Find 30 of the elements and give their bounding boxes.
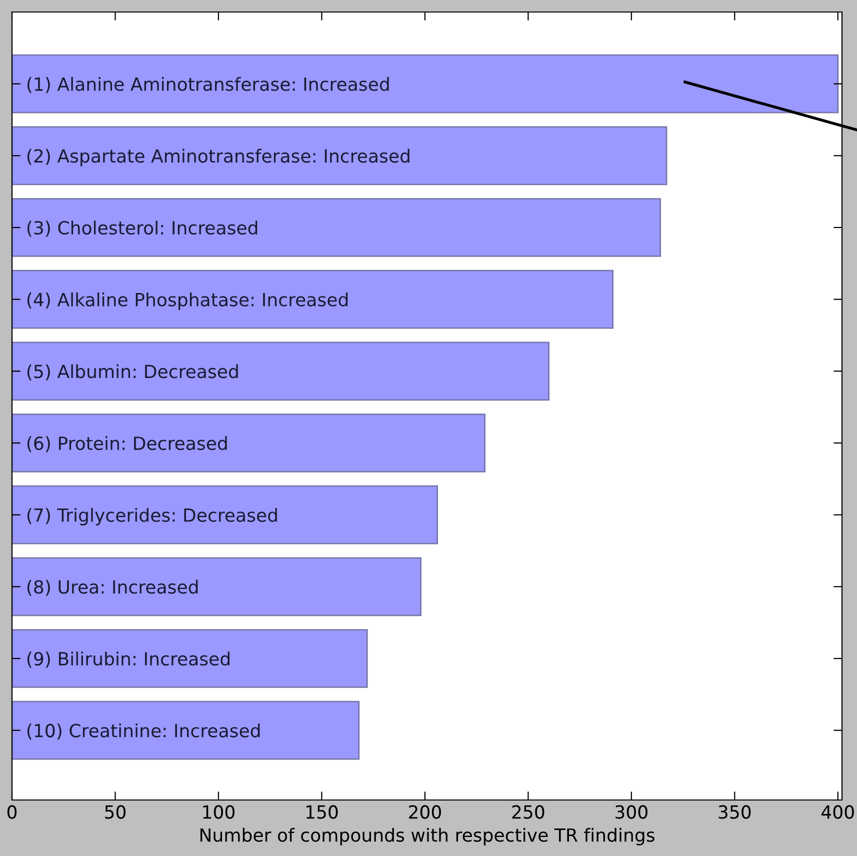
bar bbox=[12, 198, 662, 257]
bar bbox=[12, 54, 839, 114]
y-tick-label: (9) Bilirubin: Increased bbox=[27, 652, 230, 668]
y-tick-label: (8) Urea: Increased bbox=[27, 580, 198, 596]
y-tick-label: (3) Cholesterol: Increased bbox=[27, 220, 258, 237]
x-tick-label: 350 bbox=[718, 805, 751, 819]
x-tick-label: 400 bbox=[822, 805, 854, 819]
y-tick-label: (7) Triglycerides: Decreased bbox=[27, 508, 277, 526]
bar bbox=[12, 270, 614, 329]
bar bbox=[12, 629, 368, 688]
bar bbox=[12, 342, 550, 401]
y-tick-label: (2) Aspartate Aminotransferase: Increased bbox=[27, 148, 410, 166]
bar bbox=[12, 700, 360, 760]
y-tick-label: (6) Protein: Decreased bbox=[27, 436, 227, 452]
bar bbox=[12, 557, 422, 616]
y-tick-label: (4) Alkaline Phosphatase: Increased bbox=[27, 292, 348, 310]
x-tick-label: 250 bbox=[512, 805, 544, 819]
x-tick-label: 150 bbox=[306, 805, 338, 819]
x-tick-label: 50 bbox=[105, 805, 126, 819]
x-tick-label: 0 bbox=[7, 805, 17, 819]
bar bbox=[12, 485, 438, 544]
x-axis-title: Number of compounds with respective TR findings bbox=[200, 828, 654, 846]
y-tick-label: (1) Alanine Aminotransferase: Increased bbox=[27, 76, 389, 94]
y-tick-label: (5) Albumin: Decreased bbox=[27, 364, 238, 380]
bar bbox=[12, 414, 486, 472]
x-tick-label: 200 bbox=[409, 805, 441, 819]
x-tick-label: 100 bbox=[203, 805, 234, 819]
bar bbox=[12, 126, 668, 186]
x-tick-label: 300 bbox=[616, 805, 648, 819]
y-tick-label: (10) Creatinine: Increased bbox=[27, 723, 260, 740]
